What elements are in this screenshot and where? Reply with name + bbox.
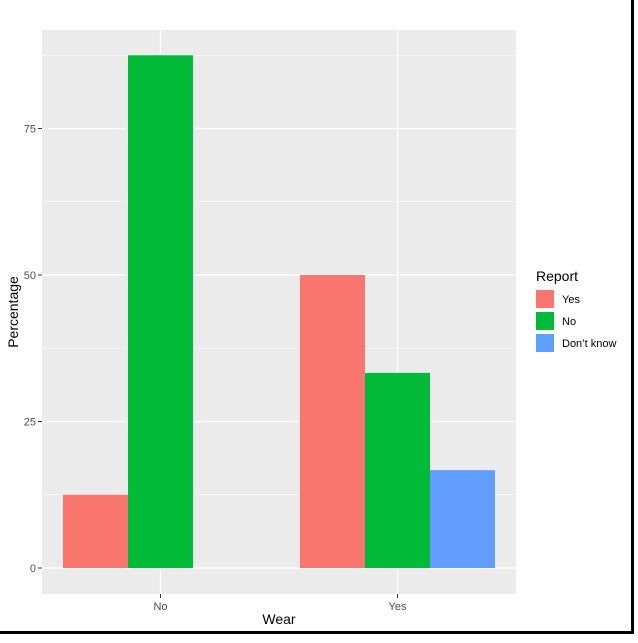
y-tick-label: 25 [24,417,36,429]
y-axis-title: Percentage [5,276,21,348]
bar [300,275,365,568]
bar [365,372,430,568]
y-tick-label: 50 [24,270,36,282]
legend-label: Don’t know [562,338,616,350]
y-axis-ticks: 0 25 50 75 [24,124,42,575]
bars-group [63,55,495,568]
legend-key [536,334,554,352]
legend: Report Yes No Don’t know [536,268,616,352]
figure-border-bottom [0,631,634,634]
figure-border-right [631,0,634,634]
y-tick-label: 0 [30,563,36,575]
legend-title: Report [536,268,578,284]
x-axis-title: Wear [262,611,296,627]
bar [430,470,495,568]
legend-key [536,290,554,308]
y-tick-label: 75 [24,124,36,136]
legend-label: No [562,316,576,328]
x-axis-ticks: No Yes [153,594,407,613]
legend-key [536,312,554,330]
bar [63,494,128,568]
x-tick-label: No [153,601,167,613]
legend-label: Yes [562,294,580,306]
bar [128,55,193,568]
x-tick-label: Yes [389,601,407,613]
